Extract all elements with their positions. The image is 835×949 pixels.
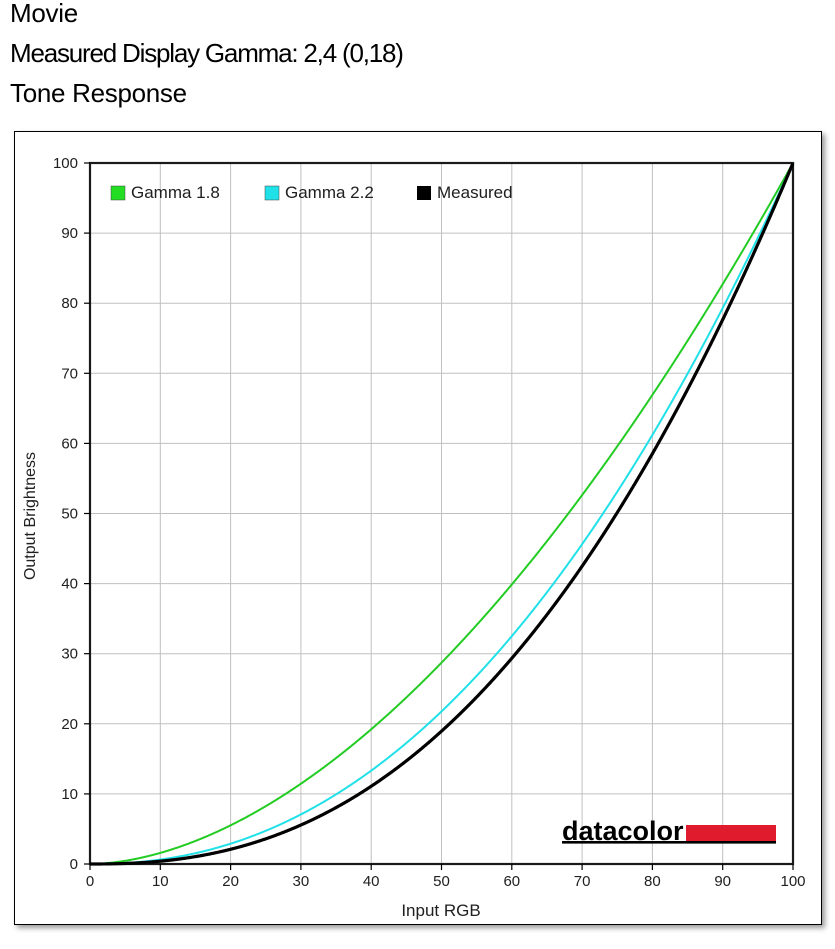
svg-text:40: 40 [61,576,78,593]
svg-text:10: 10 [61,786,78,803]
svg-text:100: 100 [53,155,78,172]
svg-text:Output Brightness: Output Brightness [22,452,39,580]
svg-text:20: 20 [61,716,78,733]
svg-text:70: 70 [61,365,78,382]
svg-text:Measured: Measured [437,183,513,202]
svg-text:100: 100 [780,873,805,890]
svg-text:60: 60 [503,873,520,890]
svg-text:50: 50 [61,506,78,523]
svg-text:Input RGB: Input RGB [401,901,480,920]
svg-text:0: 0 [70,856,78,873]
svg-text:40: 40 [363,873,380,890]
svg-text:10: 10 [152,873,169,890]
svg-text:Gamma 2.2: Gamma 2.2 [285,183,374,202]
svg-text:30: 30 [293,873,310,890]
svg-text:80: 80 [61,295,78,312]
svg-text:90: 90 [714,873,731,890]
svg-text:90: 90 [61,225,78,242]
svg-text:30: 30 [61,646,78,663]
svg-text:20: 20 [222,873,239,890]
svg-text:80: 80 [644,873,661,890]
svg-text:60: 60 [61,435,78,452]
svg-text:50: 50 [433,873,450,890]
svg-text:0: 0 [86,873,94,890]
svg-text:70: 70 [574,873,591,890]
svg-text:Gamma 1.8: Gamma 1.8 [131,183,220,202]
